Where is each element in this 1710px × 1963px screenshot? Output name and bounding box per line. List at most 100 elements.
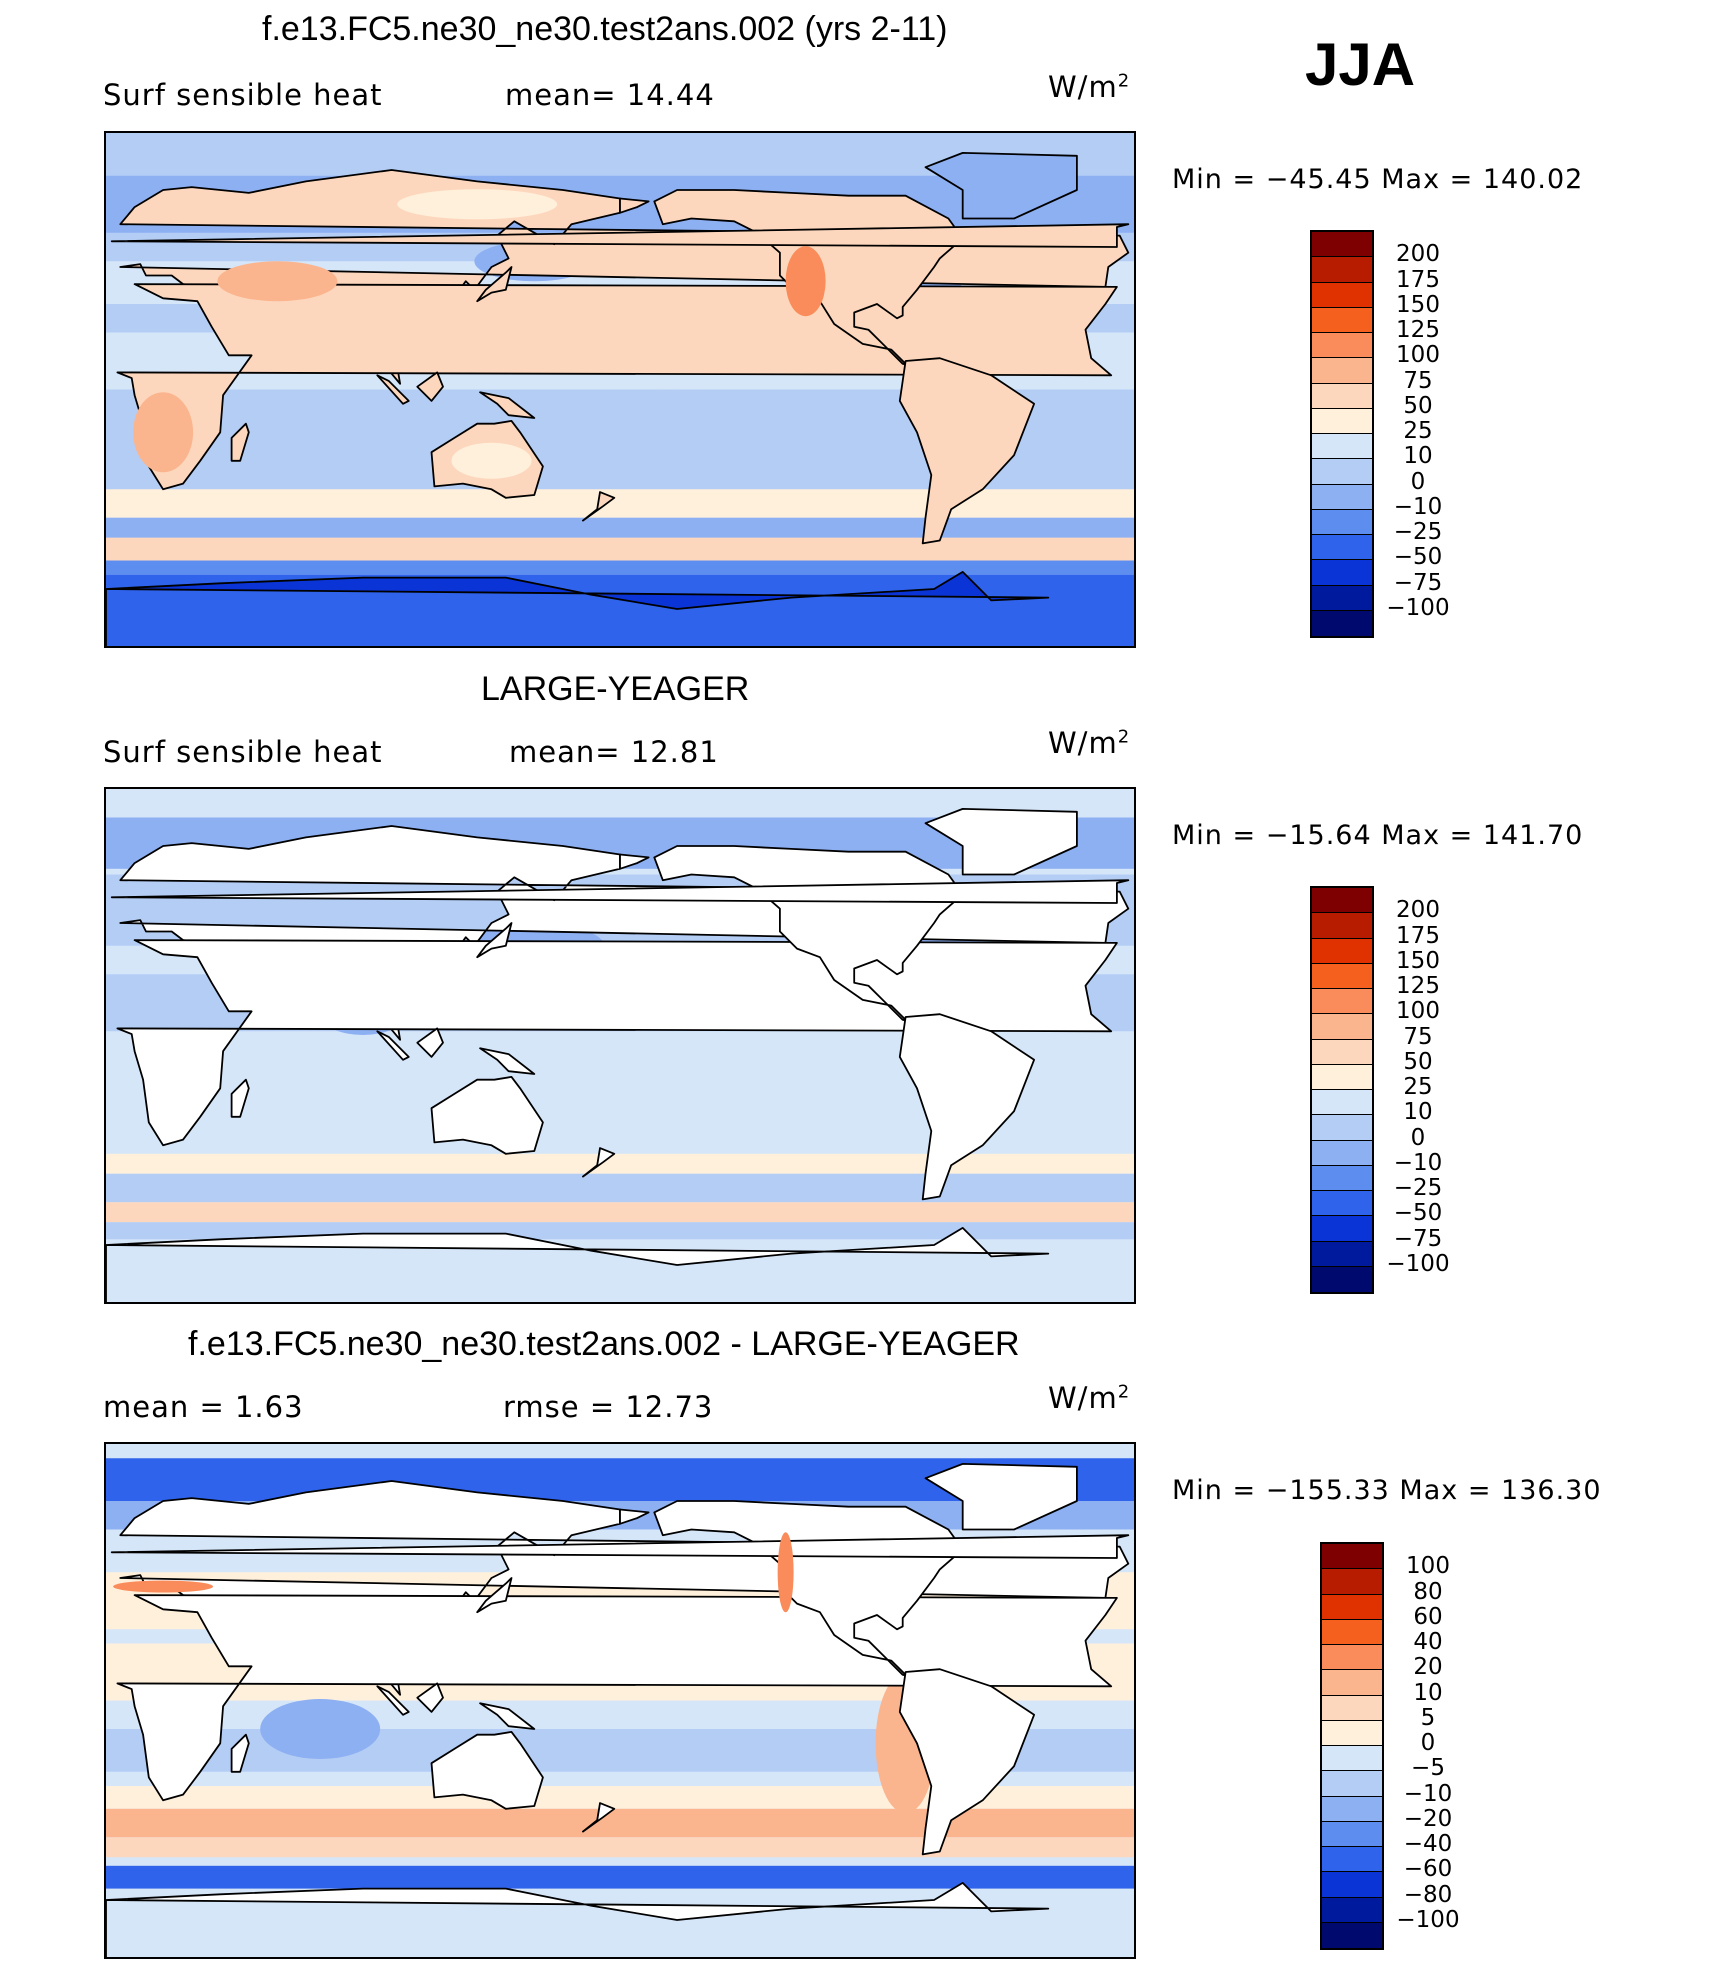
colorbar-swatch bbox=[1312, 938, 1372, 964]
colorbar-swatch bbox=[1322, 1746, 1382, 1772]
panel-2-minmax: Min = −15.64 Max = 141.70 bbox=[1172, 820, 1584, 851]
colorbar-tick-label: 150 bbox=[1396, 291, 1440, 318]
panel-2-max-label: Max bbox=[1381, 820, 1441, 851]
colorbar-tick-label: 100 bbox=[1406, 1553, 1450, 1580]
coastal-anomaly bbox=[113, 1580, 214, 1593]
panel-2-map bbox=[104, 787, 1136, 1304]
landmass-sumatra bbox=[376, 1030, 410, 1061]
panel-1-colorbar bbox=[1310, 230, 1374, 638]
panel-3-rmse-label: rmse = 12.73 bbox=[503, 1390, 714, 1424]
ocean-band bbox=[106, 560, 1134, 575]
colorbar-swatch bbox=[1312, 585, 1372, 611]
colorbar-swatch bbox=[1322, 1796, 1382, 1822]
panel-2-max-value: 141.70 bbox=[1482, 820, 1584, 851]
panel-2-variable-label: Surf sensible heat bbox=[103, 735, 383, 769]
colorbar-swatch bbox=[1312, 1191, 1372, 1217]
panel-2-colorbar bbox=[1310, 886, 1374, 1294]
panel-3-mean-label: mean = 1.63 bbox=[103, 1390, 304, 1424]
colorbar-swatch bbox=[1322, 1771, 1382, 1797]
colorbar-tick-label: 0 bbox=[1410, 468, 1426, 495]
landmass-sumatra bbox=[376, 374, 410, 405]
colorbar-tick-label: −25 bbox=[1393, 1175, 1443, 1201]
coastal-anomaly bbox=[777, 1532, 794, 1613]
panel-3-units: W/m2 bbox=[1048, 1381, 1131, 1415]
colorbar-tick-label: 10 bbox=[1413, 1679, 1443, 1706]
colorbar-swatch bbox=[1312, 383, 1372, 409]
colorbar-swatch bbox=[1322, 1720, 1382, 1746]
land-anomaly bbox=[217, 261, 338, 302]
colorbar-swatch bbox=[1312, 1064, 1372, 1090]
ocean-band bbox=[106, 1865, 1134, 1889]
colorbar-tick-label: 80 bbox=[1413, 1578, 1443, 1605]
colorbar-swatch bbox=[1312, 484, 1372, 510]
panel-2-units: W/m2 bbox=[1048, 726, 1131, 760]
panel-1-max-value: 140.02 bbox=[1482, 164, 1584, 195]
landmass-chukotka bbox=[619, 197, 650, 214]
colorbar-swatch bbox=[1312, 535, 1372, 561]
panel-2-mean-label: mean= 12.81 bbox=[509, 735, 719, 769]
ocean-band bbox=[106, 517, 1134, 538]
colorbar-tick-label: 60 bbox=[1413, 1603, 1443, 1630]
colorbar-tick-label: 10 bbox=[1403, 443, 1433, 470]
colorbar-tick-label: −5 bbox=[1411, 1755, 1445, 1782]
colorbar-tick-label: −50 bbox=[1393, 544, 1443, 571]
colorbar-tick-label: 5 bbox=[1420, 1704, 1436, 1731]
landmass-sam bbox=[898, 357, 1035, 545]
colorbar-swatch bbox=[1312, 509, 1372, 535]
colorbar-swatch bbox=[1312, 408, 1372, 434]
panel-3-min-value: −155.33 bbox=[1265, 1475, 1390, 1506]
landmass-borneo bbox=[416, 371, 444, 402]
colorbar-tick-label: −10 bbox=[1393, 493, 1443, 520]
colorbar-tick-label: 25 bbox=[1403, 418, 1433, 444]
colorbar-tick-label: 175 bbox=[1396, 922, 1440, 949]
land-anomaly bbox=[133, 392, 194, 473]
colorbar-swatch bbox=[1312, 1140, 1372, 1166]
landmass-australia bbox=[430, 1075, 544, 1155]
colorbar-tick-label: 40 bbox=[1413, 1629, 1443, 1655]
landmass-newguinea bbox=[479, 1702, 536, 1730]
panel-1-units: W/m2 bbox=[1048, 70, 1131, 104]
landmass-uk bbox=[110, 879, 1130, 904]
panel-1-map bbox=[104, 131, 1136, 648]
colorbar-tick-label: 150 bbox=[1396, 947, 1440, 974]
colorbar-tick-label: 20 bbox=[1413, 1654, 1443, 1681]
season-label: JJA bbox=[1305, 31, 1416, 98]
landmass-madagascar bbox=[230, 1078, 250, 1118]
ocean-band bbox=[106, 1202, 1134, 1223]
landmass-antarctica bbox=[106, 1226, 1050, 1302]
landmass-uk bbox=[110, 1534, 1130, 1559]
colorbar-swatch bbox=[1322, 1922, 1382, 1948]
landmass-newguinea bbox=[479, 391, 536, 419]
landmass-greenland bbox=[924, 151, 1078, 220]
ocean-band bbox=[106, 1786, 1134, 1809]
colorbar-swatch bbox=[1312, 333, 1372, 359]
colorbar-tick-label: 200 bbox=[1396, 897, 1440, 924]
colorbar-swatch bbox=[1312, 282, 1372, 308]
landmass-nz bbox=[581, 1147, 616, 1178]
panel-3-min-label: Min bbox=[1172, 1475, 1223, 1506]
panel-3-colorbar bbox=[1320, 1542, 1384, 1950]
panel-1-min-label: Min bbox=[1172, 164, 1223, 195]
ocean-band bbox=[106, 1153, 1134, 1174]
colorbar-swatch bbox=[1312, 989, 1372, 1015]
panel-1-map-canvas bbox=[106, 133, 1134, 646]
ocean-band bbox=[106, 1173, 1134, 1203]
colorbar-tick-label: 0 bbox=[1420, 1730, 1436, 1756]
landmass-uk bbox=[110, 223, 1130, 248]
panel-3-max-label: Max bbox=[1399, 1475, 1459, 1506]
colorbar-swatch bbox=[1312, 1014, 1372, 1040]
colorbar-swatch bbox=[1312, 913, 1372, 939]
ocean-band bbox=[106, 1222, 1134, 1240]
panel-3-title: f.e13.FC5.ne30_ne30.test2ans.002 - LARGE… bbox=[188, 1325, 1020, 1363]
colorbar-tick-label: −75 bbox=[1393, 1225, 1443, 1252]
panel-3-map bbox=[104, 1442, 1136, 1959]
colorbar-swatch bbox=[1322, 1821, 1382, 1847]
panel-1-mean-label: mean= 14.44 bbox=[505, 78, 715, 112]
colorbar-tick-label: 100 bbox=[1396, 998, 1440, 1025]
colorbar-swatch bbox=[1322, 1670, 1382, 1696]
landmass-nz bbox=[581, 491, 616, 522]
colorbar-swatch bbox=[1322, 1897, 1382, 1923]
colorbar-tick-label: −100 bbox=[1396, 1906, 1460, 1933]
colorbar-swatch bbox=[1312, 459, 1372, 485]
colorbar-swatch bbox=[1322, 1645, 1382, 1671]
